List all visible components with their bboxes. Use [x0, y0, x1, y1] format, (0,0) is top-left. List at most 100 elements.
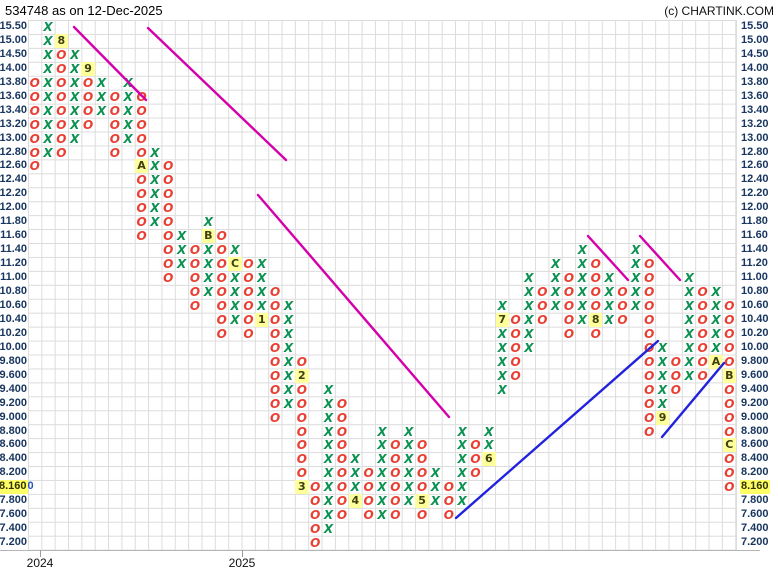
- pnf-o-cell: O: [336, 396, 348, 411]
- price-tick-label-left: 10.80: [0, 285, 27, 298]
- chart-title: 534748 as on 12-Dec-2025: [5, 3, 163, 18]
- pnf-o-cell: O: [136, 229, 147, 244]
- price-tick-label-left: 9.000: [0, 410, 27, 423]
- pnf-o-cell: O: [443, 480, 454, 495]
- pnf-o-cell: O: [644, 298, 655, 313]
- pnf-o-cell: O: [363, 480, 374, 495]
- price-tick-label-left: 10.60: [0, 298, 27, 311]
- pnf-x-cell: X: [150, 215, 160, 230]
- pnf-x-cell: X: [684, 298, 694, 313]
- pnf-o-cell: O: [270, 285, 281, 300]
- pnf-o-cell: O: [336, 480, 348, 495]
- pnf-x-cell: X: [96, 75, 107, 90]
- pnf-x-cell: X: [604, 312, 614, 327]
- pnf-o-cell: O: [537, 285, 548, 300]
- month-marker-6: 6: [482, 452, 496, 467]
- pnf-x-cell: X: [377, 466, 387, 481]
- pnf-x-cell: X: [631, 285, 641, 300]
- pnf-x-cell: X: [230, 285, 240, 300]
- pnf-x-cell: X: [176, 229, 187, 244]
- pnf-o-cell: O: [510, 326, 521, 341]
- pnf-o-cell: O: [163, 271, 174, 286]
- pnf-o-cell: O: [670, 368, 681, 383]
- price-tick-label-left: 7.400: [0, 522, 27, 535]
- pnf-x-cell: X: [323, 480, 334, 495]
- price-tick-label-left: 11.80: [0, 215, 27, 228]
- pnf-x-cell: X: [70, 47, 80, 62]
- pnf-x-cell: X: [577, 285, 587, 300]
- pnf-o-cell: O: [163, 201, 174, 216]
- pnf-x-cell: X: [377, 424, 387, 439]
- pnf-o-cell: O: [510, 340, 521, 355]
- pnf-o-cell: O: [29, 159, 40, 174]
- price-tick-label-left: 15.00: [0, 33, 27, 46]
- pnf-x-cell: X: [497, 354, 507, 369]
- pnf-x-cell: X: [176, 243, 187, 258]
- price-tick-label-right: 8.800: [741, 424, 769, 437]
- pnf-o-cell: O: [243, 257, 254, 272]
- price-tick-label-right: 8.600: [741, 438, 769, 451]
- pnf-o-cell: O: [310, 480, 321, 495]
- pnf-o-cell: O: [29, 117, 40, 132]
- price-tick-label-left: 12.60: [0, 159, 27, 172]
- month-marker-8: 8: [54, 33, 69, 48]
- pnf-o-cell: O: [270, 382, 281, 397]
- pnf-o-cell: O: [83, 89, 94, 104]
- month-marker-7: 7: [495, 312, 509, 327]
- pnf-x-cell: X: [283, 354, 294, 369]
- price-tick-label-left: 14.00: [0, 61, 27, 74]
- pnf-o-cell: O: [29, 145, 40, 160]
- pnf-o-cell: O: [216, 285, 227, 300]
- pnf-o-cell: O: [590, 285, 601, 300]
- pnf-x-cell: X: [711, 285, 721, 300]
- month-marker-4: 4: [348, 494, 362, 509]
- pnf-o-cell: O: [216, 312, 227, 327]
- pnf-x-cell: X: [684, 340, 694, 355]
- pnf-o-cell: O: [644, 410, 655, 425]
- price-tick-label-left: 11.00: [0, 271, 27, 284]
- pnf-x-cell: X: [123, 75, 133, 90]
- pnf-o-cell: O: [336, 424, 348, 439]
- current-price-label-right: 8.160: [740, 480, 770, 495]
- price-tick-label-right: 14.00: [741, 61, 769, 74]
- pnf-x-cell: X: [230, 312, 240, 327]
- price-tick-label-right: 10.80: [741, 285, 769, 298]
- pnf-o-cell: O: [443, 494, 454, 509]
- pnf-o-cell: O: [270, 312, 281, 327]
- pnf-o-cell: O: [670, 382, 681, 397]
- month-marker-C: C: [228, 257, 242, 272]
- pnf-x-cell: X: [150, 201, 160, 216]
- pnf-x-cell: X: [404, 480, 414, 495]
- pnf-o-cell: O: [270, 396, 281, 411]
- pnf-o-cell: O: [390, 452, 401, 467]
- pnf-o-cell: O: [29, 89, 40, 104]
- price-tick-label-left: 7.600: [0, 508, 27, 521]
- price-tick-label-right: 9.200: [741, 396, 769, 409]
- pnf-o-cell: O: [136, 89, 147, 104]
- pnf-o-cell: O: [296, 382, 307, 397]
- pnf-o-cell: O: [510, 354, 521, 369]
- price-tick-label-right: 11.60: [741, 229, 768, 242]
- price-tick-label-right: 11.80: [741, 215, 768, 228]
- month-marker-A: A: [134, 159, 149, 174]
- pnf-o-cell: O: [390, 466, 401, 481]
- pnf-o-cell: O: [336, 438, 348, 453]
- pnf-x-cell: X: [323, 438, 334, 453]
- pnf-o-cell: O: [724, 466, 735, 481]
- pnf-x-cell: X: [203, 215, 213, 230]
- pnf-o-cell: O: [189, 243, 201, 258]
- pnf-x-cell: X: [631, 271, 641, 286]
- price-tick-label-right: 10.20: [741, 326, 769, 339]
- pnf-x-cell: X: [230, 271, 240, 286]
- pnf-x-cell: X: [323, 424, 334, 439]
- price-tick-label-right: 9.800: [741, 354, 769, 367]
- pnf-o-cell: O: [363, 466, 374, 481]
- pnf-o-cell: O: [617, 312, 628, 327]
- pnf-o-cell: O: [470, 452, 481, 467]
- pnf-o-cell: O: [243, 312, 254, 327]
- x-axis-baseline: [0, 550, 760, 551]
- pnf-x-cell: X: [43, 145, 53, 160]
- pnf-x-cell: X: [631, 257, 641, 272]
- pnf-x-cell: X: [457, 424, 467, 439]
- pnf-x-cell: X: [657, 354, 668, 369]
